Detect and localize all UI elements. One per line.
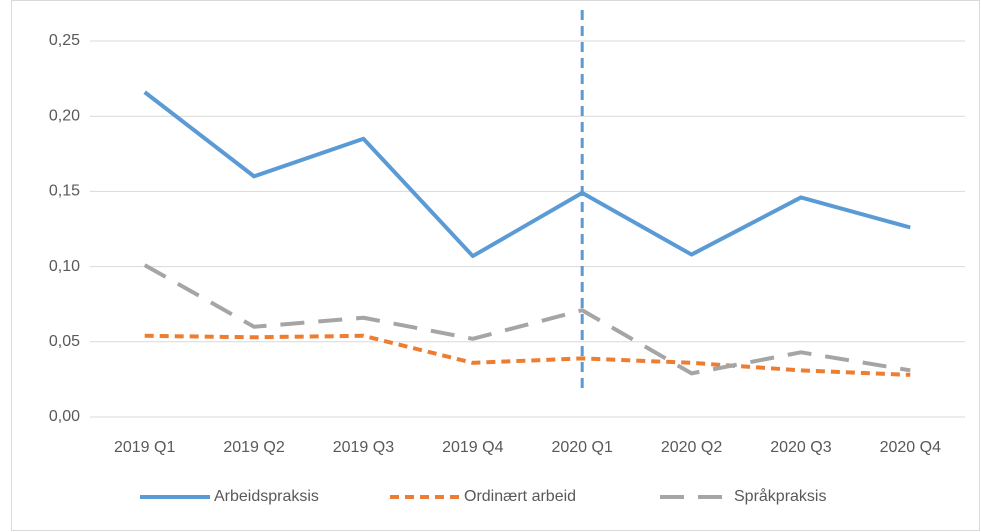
chart-border [11,0,980,531]
series-line [143,263,911,376]
y-tick-label: 0,00 [49,408,80,425]
y-tick-label: 0,05 [49,333,80,350]
x-tick-label: 2019 Q1 [114,439,175,456]
x-tick-label: 2020 Q1 [551,439,612,456]
legend-label: Ordinært arbeid [464,488,576,505]
y-tick-label: 0,15 [49,183,80,200]
y-tick-label: 0,20 [49,107,80,124]
series-line [143,90,911,259]
x-tick-label: 2020 Q2 [661,439,722,456]
x-tick-label: 2020 Q3 [770,439,831,456]
x-tick-label: 2019 Q4 [442,439,503,456]
legend-label: Arbeidspraksis [214,488,319,505]
x-tick-label: 2020 Q4 [880,439,941,456]
x-tick-label: 2019 Q2 [223,439,284,456]
y-tick-label: 0,25 [49,32,80,49]
legend-label: Språkpraksis [734,487,826,505]
series-line [144,333,911,377]
y-tick-label: 0,10 [49,258,80,275]
x-tick-label: 2019 Q3 [333,439,394,456]
